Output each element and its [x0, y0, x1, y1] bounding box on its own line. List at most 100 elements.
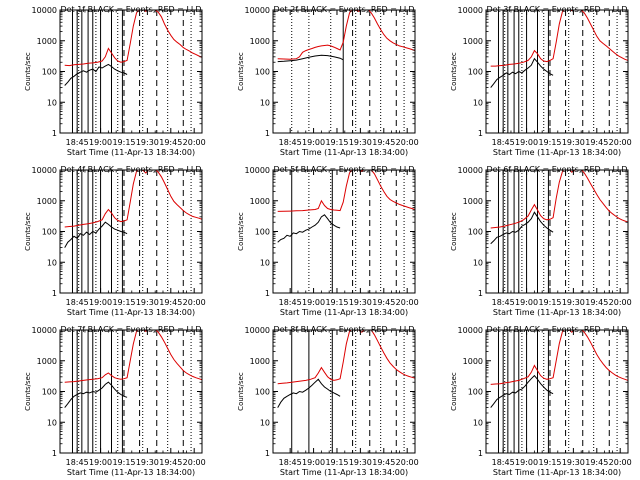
- detector-panel: 1 10 100 1000 10000 18:45 19:00 19:15 19:30 19:45…: [237, 325, 419, 477]
- x-tick-label: 19:00: [89, 138, 112, 147]
- detector-panel: 1 10 100 1000 10000 18:45 19:00 19:15 19:30 19:45…: [237, 5, 419, 157]
- y-tick-label: 10: [473, 258, 483, 267]
- x-axis-label: Start Time (11-Apr-13 18:34:00): [493, 148, 621, 157]
- x-tick-label: 19:45: [159, 458, 182, 467]
- x-tick-label: 20:00: [396, 458, 419, 467]
- x-tick-label: 19:00: [302, 458, 325, 467]
- y-tick-label: 1: [52, 129, 57, 138]
- x-tick-label: 19:15: [538, 298, 561, 307]
- y-tick-label: 100: [42, 228, 57, 237]
- y-tick-label: 1: [478, 449, 483, 458]
- x-tick-label: 19:30: [349, 298, 372, 307]
- x-tick-label: 19:30: [136, 138, 159, 147]
- x-tick-label: 19:15: [325, 298, 348, 307]
- x-tick-label: 18:45: [66, 138, 89, 147]
- x-tick-label: 19:00: [89, 298, 112, 307]
- y-tick-label: 10000: [458, 166, 483, 175]
- y-tick-label: 1000: [250, 357, 270, 366]
- lld-series-line: [277, 10, 415, 60]
- y-tick-label: 100: [255, 68, 270, 77]
- y-tick-label: 100: [468, 388, 483, 397]
- x-tick-label: 19:45: [372, 298, 395, 307]
- x-tick-label: 19:30: [562, 138, 585, 147]
- plot-frame: [59, 169, 203, 294]
- event-marker-lines: [291, 10, 405, 133]
- plot-frame: [485, 329, 629, 454]
- y-tick-label: 1: [478, 289, 483, 298]
- y-tick-label: 1000: [37, 37, 57, 46]
- y-tick-label: 10000: [458, 6, 483, 15]
- x-tick-label: 19:00: [302, 298, 325, 307]
- detector-panel: 1 10 100 1000 10000 18:45 19:00 19:15 19:30 19:45…: [24, 165, 206, 317]
- y-tick-label: 1: [478, 129, 483, 138]
- y-tick-label: 10000: [32, 326, 57, 335]
- events-series-line: [490, 211, 554, 245]
- y-tick-label: 100: [42, 388, 57, 397]
- event-marker-lines: [71, 10, 192, 133]
- y-axis-label: Counts/sec: [24, 212, 32, 251]
- x-tick-label: 20:00: [396, 138, 419, 147]
- plot-frame: [59, 329, 203, 454]
- x-tick-label: 20:00: [609, 458, 632, 467]
- detector-panel: 1 10 100 1000 10000 18:45 19:00 19:15 19:30 19:45…: [237, 165, 419, 317]
- y-tick-label: 100: [255, 388, 270, 397]
- y-tick-label: 1: [265, 129, 270, 138]
- y-axis-label: Counts/sec: [450, 52, 458, 91]
- lld-series-line: [490, 170, 628, 229]
- x-tick-label: 18:45: [279, 298, 302, 307]
- events-series-line: [64, 63, 128, 86]
- plot-frame: [485, 9, 629, 134]
- panel-title: Det 6f BLACK = Events, RED = LLD: [486, 165, 627, 174]
- x-tick-label: 20:00: [183, 458, 206, 467]
- y-tick-label: 10: [47, 258, 57, 267]
- x-tick-label: 19:45: [159, 298, 182, 307]
- x-tick-label: 19:45: [585, 458, 608, 467]
- panel-title: Det 2f BLACK = Events, RED = LLD: [273, 5, 414, 14]
- event-marker-lines: [291, 330, 405, 453]
- y-tick-label: 1000: [250, 197, 270, 206]
- y-tick-label: 1: [52, 289, 57, 298]
- y-tick-label: 1000: [37, 357, 57, 366]
- x-tick-label: 18:45: [66, 298, 89, 307]
- x-tick-label: 19:15: [112, 458, 135, 467]
- x-tick-label: 19:00: [515, 138, 538, 147]
- plot-frame: [272, 169, 416, 294]
- y-tick-label: 1: [52, 449, 57, 458]
- x-axis-label: Start Time (11-Apr-13 18:34:00): [493, 308, 621, 317]
- y-axis-label: Counts/sec: [237, 212, 245, 251]
- event-marker-lines: [291, 170, 405, 293]
- y-tick-label: 10: [473, 98, 483, 107]
- y-axis-label: Counts/sec: [237, 52, 245, 91]
- x-tick-label: 19:00: [515, 458, 538, 467]
- x-axis-label: Start Time (11-Apr-13 18:34:00): [67, 148, 195, 157]
- x-tick-label: 20:00: [609, 298, 632, 307]
- x-tick-label: 19:30: [349, 138, 372, 147]
- y-tick-label: 100: [255, 228, 270, 237]
- y-tick-label: 10: [260, 98, 270, 107]
- events-series-line: [277, 214, 341, 243]
- x-axis-label: Start Time (11-Apr-13 18:34:00): [67, 468, 195, 477]
- x-tick-label: 19:15: [325, 138, 348, 147]
- x-tick-label: 19:45: [585, 138, 608, 147]
- detector-panel: 1 10 100 1000 10000 18:45 19:00 19:15 19:30 19:45…: [450, 165, 632, 317]
- lld-series-line: [64, 170, 202, 228]
- x-tick-label: 19:30: [562, 298, 585, 307]
- y-tick-label: 10000: [245, 6, 270, 15]
- x-tick-label: 19:45: [372, 458, 395, 467]
- panel-title: Det 8f BLACK = Events, RED = LLD: [273, 325, 414, 334]
- lld-series-line: [277, 330, 415, 385]
- event-marker-lines: [497, 330, 618, 453]
- y-tick-label: 1: [265, 289, 270, 298]
- lld-series-line: [277, 170, 415, 212]
- x-tick-label: 19:45: [159, 138, 182, 147]
- y-tick-label: 10000: [32, 166, 57, 175]
- x-tick-label: 20:00: [609, 138, 632, 147]
- x-tick-label: 20:00: [183, 138, 206, 147]
- y-tick-label: 10: [260, 258, 270, 267]
- y-tick-label: 1000: [463, 37, 483, 46]
- y-tick-label: 1: [265, 449, 270, 458]
- y-axis-label: Counts/sec: [24, 52, 32, 91]
- x-tick-label: 19:15: [112, 298, 135, 307]
- y-tick-label: 10000: [32, 6, 57, 15]
- panel-title: Det 9f BLACK = Events, RED = LLD: [486, 325, 627, 334]
